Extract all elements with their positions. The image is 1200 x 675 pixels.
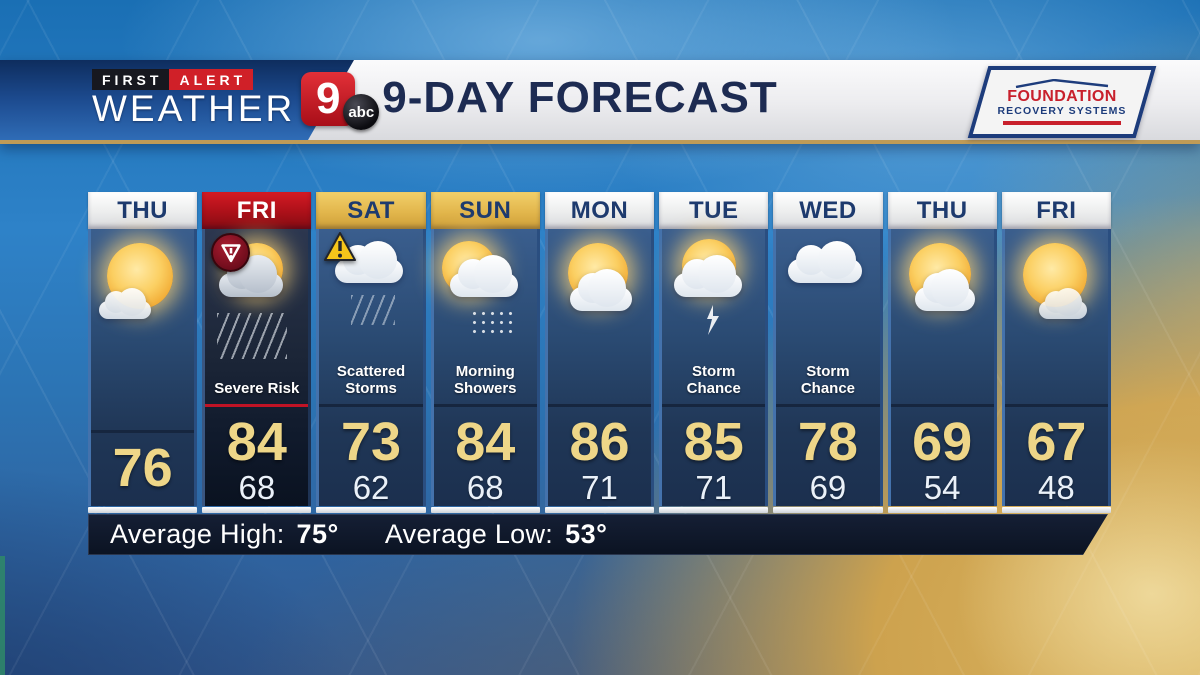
column-underline [887,507,997,513]
forecast-day-column: TUE Storm Chance 85 71 [659,192,769,513]
day-label: FRI [1001,192,1111,229]
day-label: MON [544,192,655,229]
column-underline [88,507,198,513]
low-temp: 71 [695,468,733,506]
weather-wordmark: WEATHER [92,88,296,130]
severe-storm-icon [205,229,308,359]
column-underline [773,507,883,513]
forecast-grid: THU 76 FRI [88,192,1111,513]
section-divider [890,404,994,407]
sun-rain-cloud-icon [434,229,537,353]
averages-bar: Average High: 75° Average Low: 53° [88,514,1108,555]
warning-badge [323,231,357,263]
condition-label [891,353,994,404]
alert-badge: ALERT [169,69,254,91]
condition-label: Storm Chance [686,362,741,397]
roof-icon [1015,79,1109,89]
high-temp: 78 [797,411,858,472]
sponsor-name-line1: FOUNDATION [1007,88,1117,106]
section-divider [662,404,766,407]
storm-cloud-sun-icon [662,229,765,353]
column-underline [544,507,655,513]
forecast-day-column: THU 76 [88,192,198,513]
low-temp: 69 [809,468,847,506]
high-temp: 76 [112,438,173,498]
forecast-day-column: THU 69 54 [887,192,997,513]
forecast-day-column: MON 86 71 [544,192,655,513]
high-temp: 85 [683,411,744,472]
section-divider [91,430,195,433]
condition-label [91,379,194,430]
forecast-day-column: FRI 67 48 [1001,192,1111,513]
day-label: THU [88,192,198,229]
low-temp: 68 [238,468,276,506]
forecast-day-column: FRI Severe Risk 84 68 [202,192,312,513]
partly-cloudy-icon [548,229,651,353]
section-divider [547,404,652,407]
condition-label [1005,353,1108,404]
section-divider [1004,404,1108,407]
forecast-day-column: WED Storm Chance 78 69 [773,192,883,513]
condition-label: Scattered Storms [336,362,406,397]
high-temp: 84 [226,411,287,472]
section-divider [319,404,423,407]
rain-cloud-icon [319,229,422,353]
severe-alert-badge [211,233,251,272]
left-edge-artifact [0,556,5,675]
abc-network-logo: abc [343,94,380,130]
high-temp: 69 [912,411,973,472]
column-underline [316,507,426,513]
day-label: SAT [316,192,426,229]
condition-label: Severe Risk [214,379,300,397]
section-divider [433,404,537,407]
day-label: TUE [659,192,769,229]
high-temp: 86 [569,411,630,472]
sponsor-logo: FOUNDATION RECOVERY SYSTEMS [967,66,1157,138]
column-underline [202,507,312,513]
station-brand: FIRST ALERT WEATHER 9 abc [92,68,380,130]
avg-low-value: 53° [565,519,608,549]
day-label: THU [887,192,997,229]
mostly-sunny-icon [1005,229,1108,353]
day-label: WED [773,192,883,229]
condition-label: Storm Chance [800,362,856,397]
mostly-sunny-icon [91,229,194,379]
first-badge: FIRST [92,69,170,91]
avg-high-label: Average High: [110,519,285,549]
cloud-icon [776,229,879,353]
day-label: SUN [430,192,540,229]
section-divider [205,404,309,407]
forecast-day-column: SUN Morning Showers 84 68 [430,192,540,513]
forecast-day-column: SAT Scattered Storms 73 62 [316,192,426,513]
low-temp: 68 [466,468,504,506]
sponsor-name-line2: RECOVERY SYSTEMS [997,105,1127,118]
page-title: 9-DAY FORECAST [382,73,778,122]
low-temp: 48 [1038,468,1075,506]
section-divider [776,404,880,407]
partly-cloudy-icon [891,229,994,353]
lightning-bolt-icon [704,305,722,342]
column-underline [430,507,540,513]
high-temp: 84 [455,411,516,472]
high-temp: 67 [1026,411,1087,472]
avg-low-label: Average Low: [384,519,554,549]
high-temp: 73 [341,411,402,472]
low-temp: 62 [352,468,390,506]
column-underline [659,507,769,513]
condition-label [548,353,651,404]
low-temp: 71 [581,468,618,506]
day-label: FRI [202,192,312,229]
condition-label: Morning Showers [454,362,517,397]
avg-high-value: 75° [296,519,339,549]
sponsor-underline [1003,120,1121,125]
low-temp: 54 [923,468,961,506]
header-band: FIRST ALERT WEATHER 9 abc 9-DAY FORECAST… [0,60,1200,144]
column-underline [1001,507,1111,513]
